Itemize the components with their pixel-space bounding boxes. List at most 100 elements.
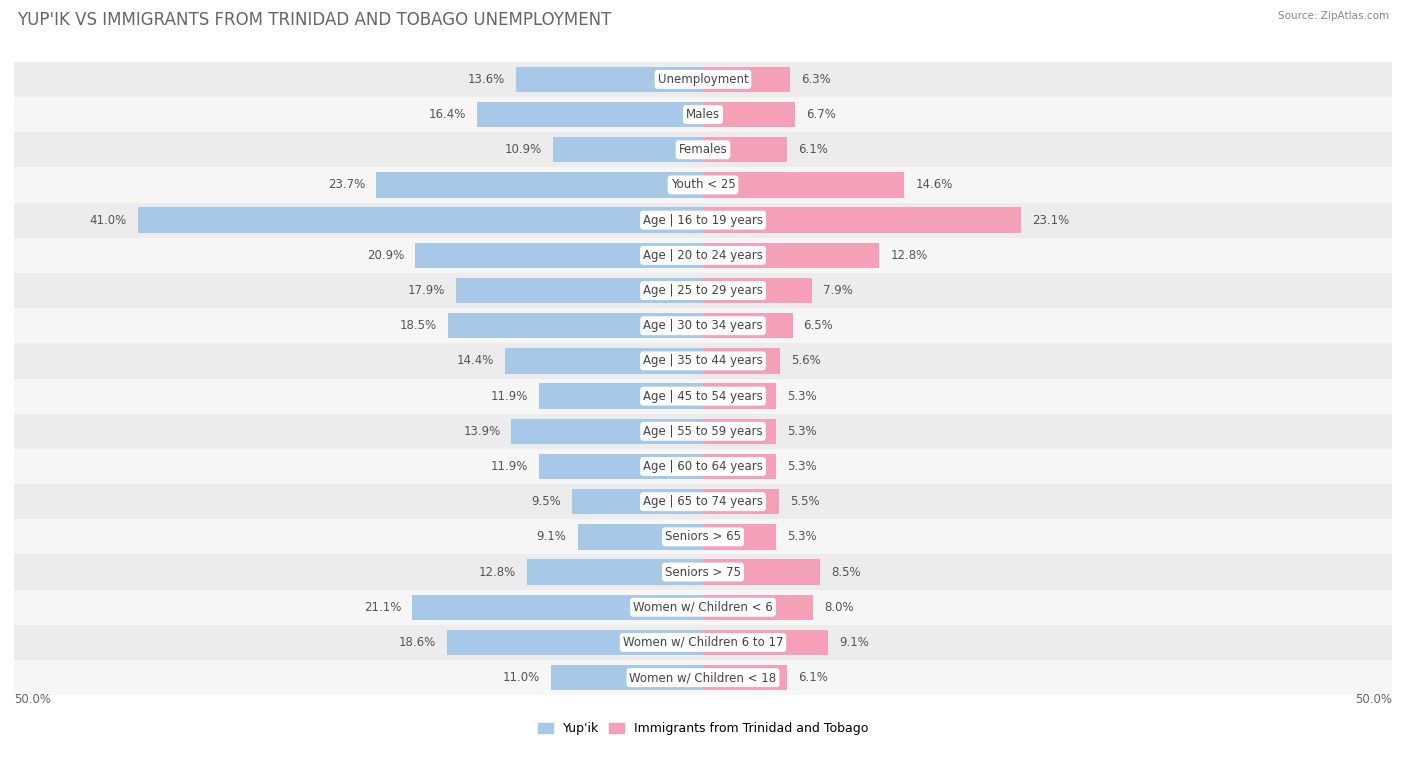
Bar: [14, 308, 1392, 344]
Bar: [14, 660, 1392, 695]
Bar: [512, 419, 703, 444]
Bar: [447, 630, 703, 655]
Text: Males: Males: [686, 108, 720, 121]
Text: 11.9%: 11.9%: [491, 460, 529, 473]
Bar: [415, 243, 703, 268]
Text: 6.3%: 6.3%: [801, 73, 831, 86]
Bar: [14, 167, 1392, 203]
Bar: [703, 384, 776, 409]
Bar: [578, 524, 703, 550]
Bar: [553, 137, 703, 163]
Text: 6.7%: 6.7%: [807, 108, 837, 121]
Text: 12.8%: 12.8%: [890, 249, 928, 262]
Text: Women w/ Children < 18: Women w/ Children < 18: [630, 671, 776, 684]
Bar: [572, 489, 703, 514]
Text: 9.1%: 9.1%: [537, 531, 567, 544]
Bar: [703, 665, 787, 690]
Bar: [14, 590, 1392, 625]
Text: 41.0%: 41.0%: [90, 213, 127, 226]
Text: Age | 30 to 34 years: Age | 30 to 34 years: [643, 319, 763, 332]
Bar: [703, 207, 1021, 233]
Text: 11.0%: 11.0%: [503, 671, 540, 684]
Text: 13.9%: 13.9%: [463, 425, 501, 438]
Bar: [551, 665, 703, 690]
Text: 5.6%: 5.6%: [792, 354, 821, 367]
Text: Age | 55 to 59 years: Age | 55 to 59 years: [643, 425, 763, 438]
Text: 6.1%: 6.1%: [799, 143, 828, 156]
Bar: [14, 344, 1392, 378]
Text: 12.8%: 12.8%: [478, 565, 516, 578]
Text: YUP'IK VS IMMIGRANTS FROM TRINIDAD AND TOBAGO UNEMPLOYMENT: YUP'IK VS IMMIGRANTS FROM TRINIDAD AND T…: [17, 11, 612, 30]
Bar: [538, 453, 703, 479]
Bar: [14, 273, 1392, 308]
Text: Source: ZipAtlas.com: Source: ZipAtlas.com: [1278, 11, 1389, 21]
Bar: [138, 207, 703, 233]
Bar: [703, 102, 796, 127]
Text: 16.4%: 16.4%: [429, 108, 465, 121]
Text: Age | 16 to 19 years: Age | 16 to 19 years: [643, 213, 763, 226]
Bar: [703, 453, 776, 479]
Bar: [14, 625, 1392, 660]
Text: 9.5%: 9.5%: [531, 495, 561, 508]
Bar: [377, 173, 703, 198]
Bar: [703, 348, 780, 373]
Bar: [703, 278, 811, 304]
Text: 50.0%: 50.0%: [14, 693, 51, 706]
Text: Age | 65 to 74 years: Age | 65 to 74 years: [643, 495, 763, 508]
Text: Females: Females: [679, 143, 727, 156]
Bar: [703, 243, 879, 268]
Text: Age | 60 to 64 years: Age | 60 to 64 years: [643, 460, 763, 473]
Text: Age | 45 to 54 years: Age | 45 to 54 years: [643, 390, 763, 403]
Text: 8.0%: 8.0%: [824, 601, 853, 614]
Bar: [14, 484, 1392, 519]
Bar: [703, 594, 813, 620]
Text: Women w/ Children 6 to 17: Women w/ Children 6 to 17: [623, 636, 783, 649]
Bar: [703, 67, 790, 92]
Bar: [703, 419, 776, 444]
Text: 8.5%: 8.5%: [831, 565, 860, 578]
Bar: [14, 238, 1392, 273]
Text: 23.1%: 23.1%: [1032, 213, 1070, 226]
Bar: [14, 413, 1392, 449]
Bar: [505, 348, 703, 373]
Text: 7.9%: 7.9%: [823, 284, 853, 297]
Bar: [538, 384, 703, 409]
Bar: [477, 102, 703, 127]
Text: Youth < 25: Youth < 25: [671, 179, 735, 192]
Bar: [412, 594, 703, 620]
Text: 5.3%: 5.3%: [787, 460, 817, 473]
Bar: [457, 278, 703, 304]
Text: 9.1%: 9.1%: [839, 636, 869, 649]
Text: 6.1%: 6.1%: [799, 671, 828, 684]
Bar: [14, 203, 1392, 238]
Text: 5.3%: 5.3%: [787, 390, 817, 403]
Bar: [14, 449, 1392, 484]
Text: Unemployment: Unemployment: [658, 73, 748, 86]
Text: 5.3%: 5.3%: [787, 531, 817, 544]
Bar: [703, 137, 787, 163]
Legend: Yup'ik, Immigrants from Trinidad and Tobago: Yup'ik, Immigrants from Trinidad and Tob…: [533, 717, 873, 740]
Bar: [703, 489, 779, 514]
Text: 10.9%: 10.9%: [505, 143, 541, 156]
Text: Age | 25 to 29 years: Age | 25 to 29 years: [643, 284, 763, 297]
Text: 23.7%: 23.7%: [328, 179, 366, 192]
Text: 5.3%: 5.3%: [787, 425, 817, 438]
Bar: [14, 554, 1392, 590]
Bar: [703, 524, 776, 550]
Text: 50.0%: 50.0%: [1355, 693, 1392, 706]
Bar: [14, 132, 1392, 167]
Text: 20.9%: 20.9%: [367, 249, 404, 262]
Text: 17.9%: 17.9%: [408, 284, 446, 297]
Text: 18.5%: 18.5%: [399, 319, 437, 332]
Bar: [14, 97, 1392, 132]
Bar: [703, 313, 793, 338]
Text: 14.4%: 14.4%: [456, 354, 494, 367]
Text: 11.9%: 11.9%: [491, 390, 529, 403]
Text: 13.6%: 13.6%: [467, 73, 505, 86]
Bar: [516, 67, 703, 92]
Text: Women w/ Children < 6: Women w/ Children < 6: [633, 601, 773, 614]
Bar: [14, 62, 1392, 97]
Text: 6.5%: 6.5%: [804, 319, 834, 332]
Text: 5.5%: 5.5%: [790, 495, 820, 508]
Bar: [703, 630, 828, 655]
